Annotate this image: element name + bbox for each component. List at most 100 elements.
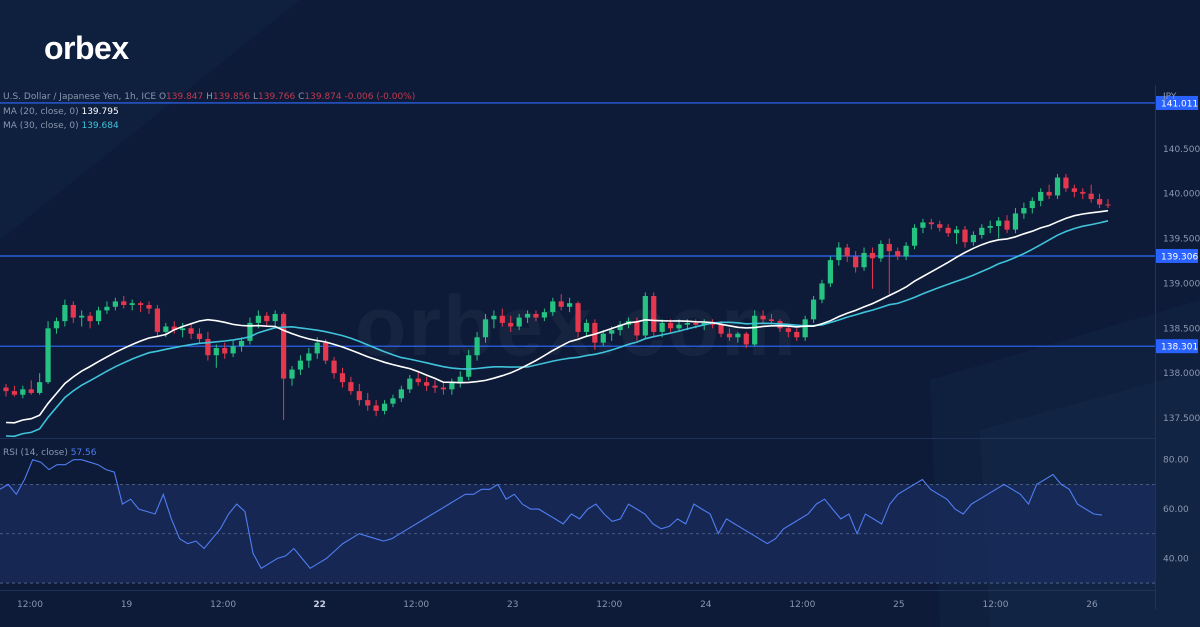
candle-85 [718, 324, 724, 334]
candle-44 [373, 405, 379, 411]
level-tag-1: 139.306 [1161, 252, 1198, 262]
candle-6 [53, 321, 60, 329]
candle-19 [163, 326, 169, 332]
candle-79 [667, 322, 674, 329]
candle-3 [28, 389, 34, 393]
open-value: 139.847 [166, 92, 204, 102]
price-axis-ticks: 140.500 140.000 139.500 139.000 138.500 138.0… [1163, 145, 1200, 424]
candle-15 [129, 303, 135, 305]
close-label: C [298, 92, 305, 102]
candle-50 [424, 382, 430, 386]
ma30-value: 139.684 [81, 121, 119, 131]
candle-45 [381, 403, 388, 411]
candle-94 [794, 331, 800, 338]
candle-60 [508, 322, 514, 327]
close-value: 139.874 [304, 92, 342, 102]
candle-20 [171, 326, 177, 331]
candle-114 [962, 229, 968, 243]
candle-70 [592, 322, 598, 343]
price-tick-2: 139.500 [1163, 235, 1200, 245]
candle-31 [264, 315, 270, 322]
candle-72 [609, 330, 615, 334]
time-tick-6: 12:00 [596, 600, 622, 610]
candle-115 [970, 234, 977, 243]
ma20-legend: MA (20, close, 0) 139.795 [3, 107, 119, 117]
ma20-line [5, 209, 1109, 424]
candle-121 [1021, 208, 1027, 214]
candle-16 [137, 303, 144, 305]
candle-88 [743, 333, 749, 345]
candle-46 [390, 398, 396, 404]
candle-4 [37, 382, 43, 393]
candle-39 [331, 360, 337, 374]
candle-128 [1080, 191, 1086, 194]
time-tick-9: 25 [893, 600, 904, 610]
candle-33 [280, 313, 287, 379]
level-tag-0: 141.011 [1161, 99, 1198, 109]
candle-103 [869, 252, 876, 259]
candle-5 [45, 328, 51, 383]
candle-10 [87, 315, 93, 322]
candle-123 [1038, 191, 1044, 201]
rsi-tick-0: 80.00 [1163, 456, 1189, 466]
candle-76 [642, 296, 648, 336]
candle-111 [937, 224, 943, 228]
level-tag-bg-2 [1156, 339, 1198, 354]
candle-30 [255, 315, 261, 323]
candle-29 [247, 322, 253, 341]
time-tick-1: 19 [121, 600, 133, 610]
candle-91 [768, 319, 775, 322]
time-tick-10: 12:00 [982, 600, 1008, 610]
time-tick-8: 12:00 [789, 600, 815, 610]
candle-78 [659, 322, 665, 332]
candle-81 [684, 322, 690, 325]
candle-101 [853, 256, 859, 268]
time-tick-11: 26 [1086, 600, 1098, 610]
low-value: 139.766 [258, 92, 296, 102]
candle-37 [314, 342, 320, 354]
candle-25 [213, 348, 219, 356]
candle-98 [827, 260, 834, 284]
candle-62 [524, 313, 531, 318]
candle-109 [920, 222, 926, 228]
candle-61 [516, 317, 522, 327]
candle-58 [491, 315, 497, 320]
candle-113 [953, 229, 960, 234]
ma20-label: MA (20, close, 0) [3, 107, 79, 117]
time-tick-4: 12:00 [403, 600, 429, 610]
candle-49 [415, 378, 421, 383]
candle-80 [676, 324, 682, 329]
candle-51 [432, 385, 438, 388]
candle-116 [979, 227, 985, 235]
low-label: L [253, 92, 259, 102]
level-tag-2: 138.301 [1161, 343, 1198, 353]
rsi-axis-ticks: 80.00 60.00 40.00 [1163, 456, 1189, 565]
candle-26 [222, 348, 228, 354]
candle-9 [79, 315, 85, 318]
rsi-legend: RSI (14, close) 57.56 [3, 448, 97, 458]
candle-93 [785, 328, 791, 332]
time-tick-2: 12:00 [210, 600, 236, 610]
candle-34 [289, 369, 295, 379]
candle-90 [760, 315, 766, 320]
candle-0 [3, 387, 9, 392]
rsi-label: RSI (14, close) [3, 448, 68, 458]
candle-12 [104, 306, 110, 311]
price-tick-5: 138.000 [1163, 369, 1200, 379]
candle-36 [306, 353, 312, 361]
candle-27 [230, 346, 236, 354]
candle-107 [903, 245, 909, 257]
candle-56 [474, 337, 480, 356]
candle-48 [407, 378, 413, 390]
price-tick-0: 140.500 [1163, 145, 1200, 155]
candle-96 [810, 299, 817, 320]
candle-87 [735, 333, 741, 338]
rsi-tick-1: 60.00 [1163, 505, 1189, 515]
candle-35 [297, 360, 304, 370]
change-value: -0.006 (-0.00%) [344, 92, 416, 102]
candle-69 [583, 322, 590, 332]
candle-129 [1088, 193, 1094, 200]
candle-67 [567, 303, 573, 307]
level-tag-bg-0 [1156, 95, 1198, 110]
